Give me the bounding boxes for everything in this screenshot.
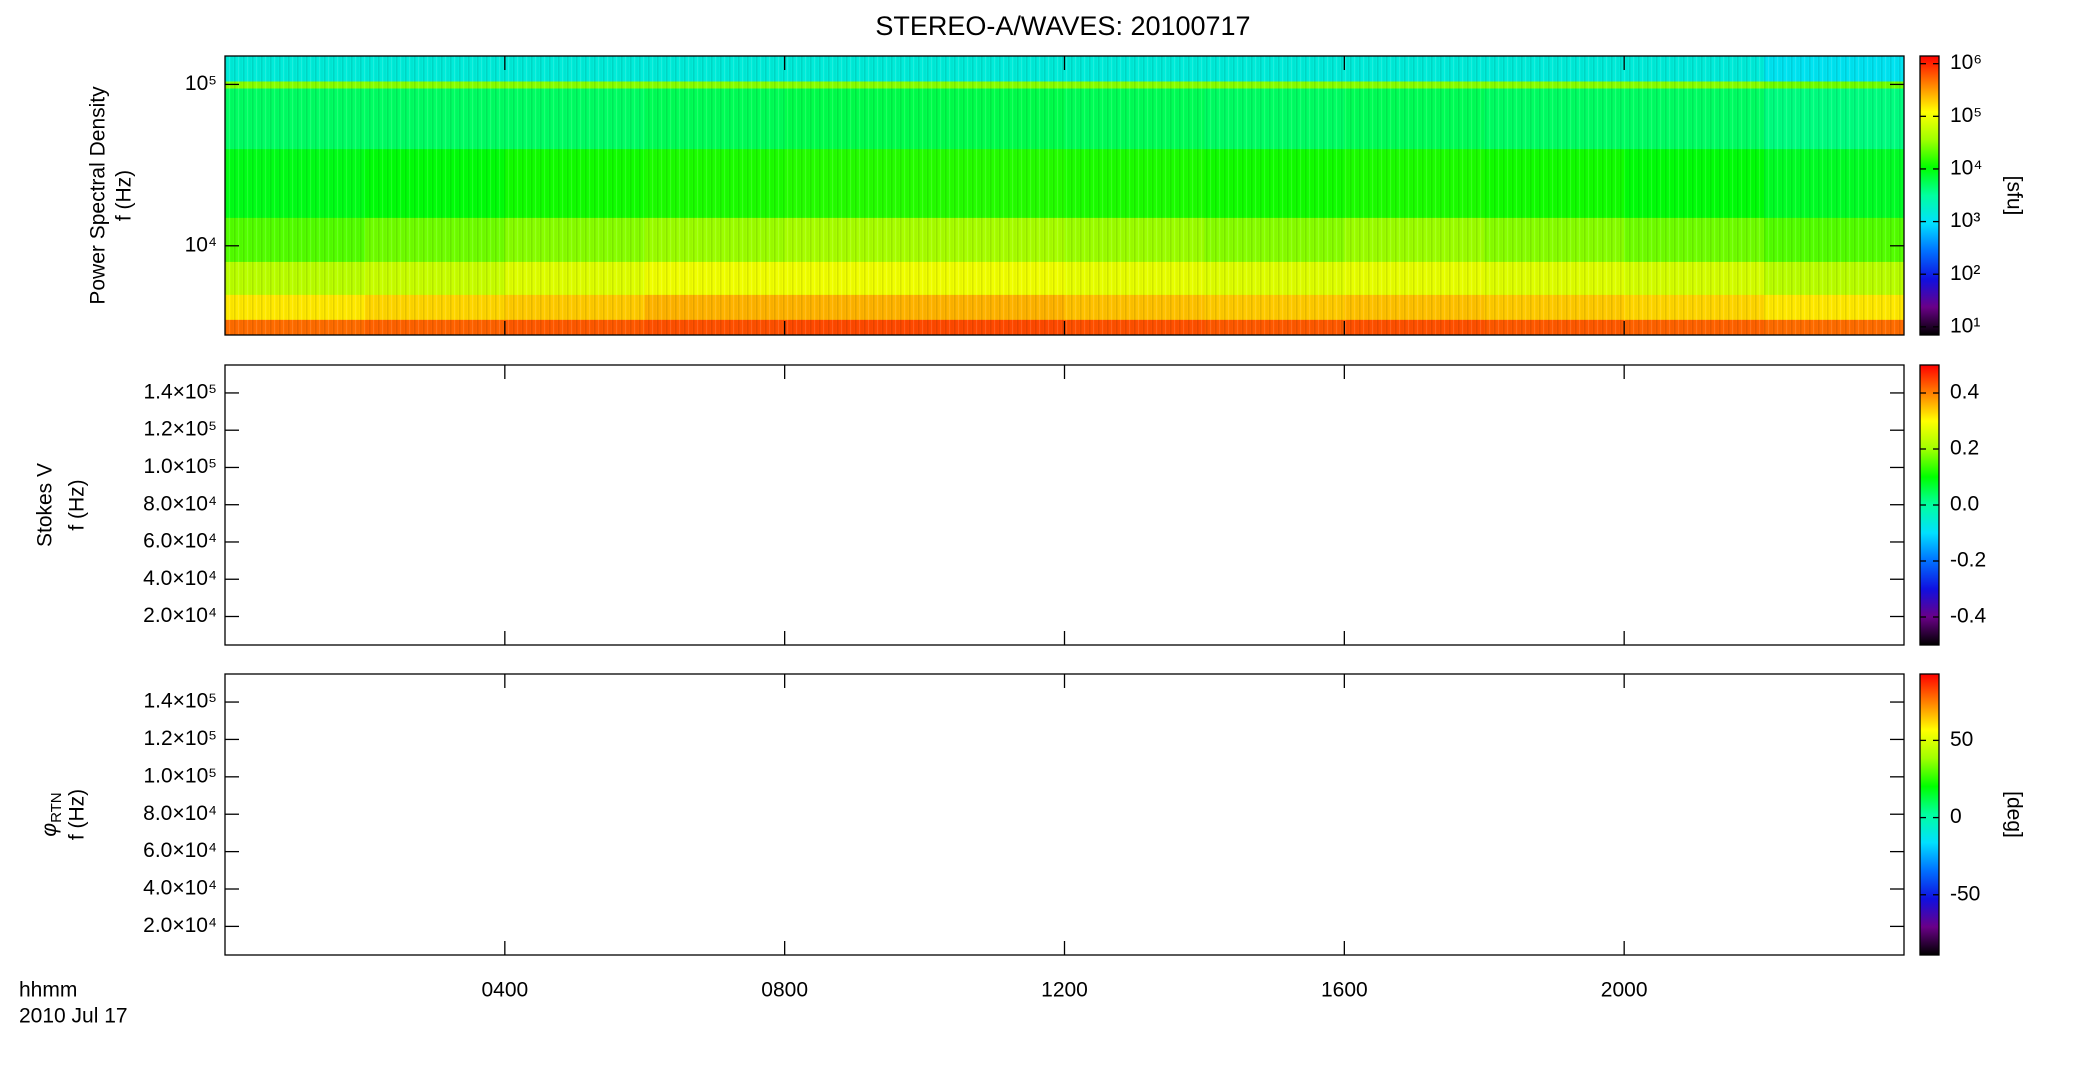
colorbar-tick-label: 10⁶: [1950, 51, 1982, 74]
colorbar: [1919, 673, 1940, 956]
y-tick-label: 1.4×10⁵: [143, 690, 217, 713]
y-tick-label: 1.0×10⁵: [143, 764, 217, 787]
colorbar-tick-label: 10¹: [1950, 314, 1980, 337]
colorbar-tick-label: 0.4: [1950, 381, 1980, 404]
y-axis-label: Power Spectral Density: [87, 86, 110, 305]
colorbar-tick-label: 0.2: [1950, 437, 1979, 460]
y-tick-label: 1.2×10⁵: [143, 727, 217, 750]
colorbar-tick-label: 10⁴: [1950, 157, 1982, 180]
y-tick-label: 10⁵: [185, 72, 217, 95]
colorbar-tick-label: -50: [1950, 882, 1980, 905]
y-tick-label: 8.0×10⁴: [143, 492, 217, 515]
y-axis-unit: f (Hz): [66, 789, 89, 840]
y-axis-subscript: RTN: [48, 792, 65, 823]
y-axis-unit: f (Hz): [66, 479, 89, 530]
texture: [225, 56, 1904, 335]
chart-title: STEREO-A/WAVES: 20100717: [875, 11, 1250, 41]
x-tick-label: 0400: [481, 979, 528, 1002]
y-tick-label: 10⁴: [185, 233, 217, 256]
y-axis-label: φRTN: [38, 792, 65, 836]
y-axis-unit: f (Hz): [113, 170, 136, 221]
y-axis-symbol: φ: [38, 823, 61, 837]
y-tick-label: 1.0×10⁵: [143, 455, 217, 478]
x-tick-label: 0800: [761, 979, 808, 1002]
y-tick-label: 1.2×10⁵: [143, 418, 217, 441]
y-tick-label: 6.0×10⁴: [143, 530, 217, 553]
x-tick-label: 1600: [1321, 979, 1368, 1002]
colorbar-tick-label: 0.0: [1950, 493, 1979, 516]
colorbar-tick-label: 10⁵: [1950, 104, 1982, 127]
y-tick-label: 4.0×10⁴: [143, 877, 217, 900]
colorbar-label: [sfu]: [2002, 176, 2025, 216]
y-tick-label: 1.4×10⁵: [143, 380, 217, 403]
y-axis-label: Stokes V: [34, 463, 57, 547]
x-axis-label: hhmm: [19, 979, 77, 1002]
colorbar-label: [deg]: [2002, 791, 2025, 838]
colorbar: [1919, 55, 1940, 336]
colorbar-tick-label: 0: [1950, 805, 1962, 828]
colorbar-tick-label: -0.2: [1950, 549, 1986, 572]
x-tick-label: 1200: [1041, 979, 1088, 1002]
y-tick-label: 2.0×10⁴: [143, 604, 217, 627]
y-tick-label: 2.0×10⁴: [143, 914, 217, 937]
y-tick-label: 8.0×10⁴: [143, 802, 217, 825]
colorbar-tick-label: 10²: [1950, 262, 1980, 285]
y-tick-label: 6.0×10⁴: [143, 839, 217, 862]
y-tick-label: 4.0×10⁴: [143, 567, 217, 590]
colorbar-tick-label: -0.4: [1950, 605, 1987, 628]
colorbar-tick-label: 50: [1950, 728, 1973, 751]
colorbar-tick-label: 10³: [1950, 209, 1980, 232]
x-tick-label: 2000: [1601, 979, 1648, 1002]
x-axis-date: 2010 Jul 17: [19, 1005, 128, 1028]
